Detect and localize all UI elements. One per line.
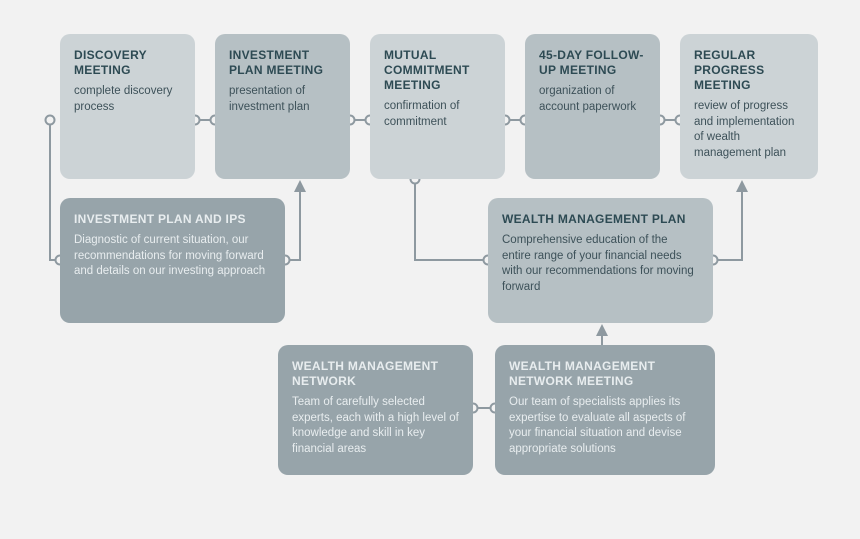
node-text: organization of account paperwork (539, 84, 646, 115)
node-text: Diagnostic of current situation, our rec… (74, 233, 271, 280)
node-title: WEALTH MANAGEMENT NETWORK MEETING (509, 359, 701, 389)
node-title: MUTUAL COMMITMENT MEETING (384, 48, 491, 93)
node-title: 45-DAY FOLLOW-UP MEETING (539, 48, 646, 78)
node-wealth-mgmt-network: WEALTH MANAGEMENT NETWORK Team of carefu… (278, 345, 473, 475)
node-text: Our team of specialists applies its expe… (509, 395, 701, 457)
node-text: Team of carefully selected experts, each… (292, 395, 459, 457)
node-text: presentation of investment plan (229, 84, 336, 115)
node-mutual-commitment: MUTUAL COMMITMENT MEETING confirmation o… (370, 34, 505, 179)
node-wealth-mgmt-plan: WEALTH MANAGEMENT PLAN Comprehensive edu… (488, 198, 713, 323)
node-investment-plan-ips: INVESTMENT PLAN AND IPS Diagnostic of cu… (60, 198, 285, 323)
node-title: WEALTH MANAGEMENT PLAN (502, 212, 699, 227)
node-text: review of progress and implementation of… (694, 99, 804, 161)
node-title: INVESTMENT PLAN AND IPS (74, 212, 271, 227)
node-regular-progress: REGULAR PROGRESS MEETING review of progr… (680, 34, 818, 179)
node-45day-followup: 45-DAY FOLLOW-UP MEETING organization of… (525, 34, 660, 179)
node-text: Comprehensive education of the entire ra… (502, 233, 699, 295)
node-title: REGULAR PROGRESS MEETING (694, 48, 804, 93)
node-text: confirmation of commitment (384, 99, 491, 130)
node-text: complete discovery process (74, 84, 181, 115)
node-title: WEALTH MANAGEMENT NETWORK (292, 359, 459, 389)
node-discovery: DISCOVERY MEETING complete discovery pro… (60, 34, 195, 179)
node-wealth-mgmt-network-meeting: WEALTH MANAGEMENT NETWORK MEETING Our te… (495, 345, 715, 475)
node-investment-plan-meeting: INVESTMENT PLAN MEETING presentation of … (215, 34, 350, 179)
node-title: DISCOVERY MEETING (74, 48, 181, 78)
node-title: INVESTMENT PLAN MEETING (229, 48, 336, 78)
